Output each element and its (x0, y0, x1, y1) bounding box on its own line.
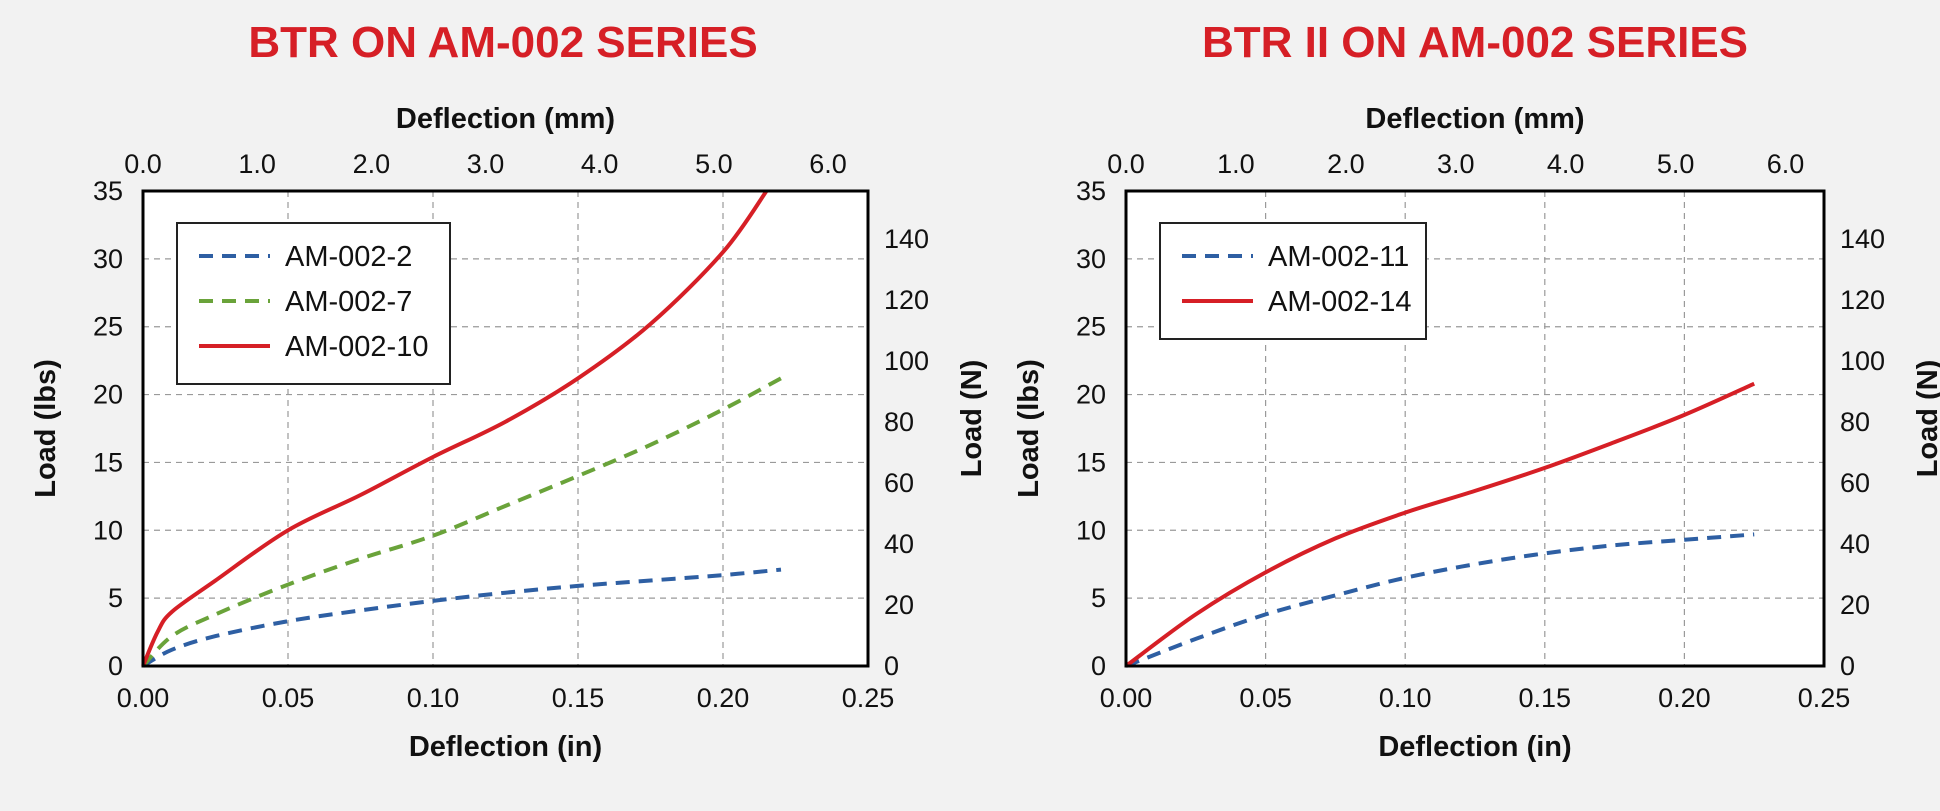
x2-tick-label: 4.0 (1547, 149, 1585, 179)
series-line-am-002-14 (1124, 381, 1756, 668)
x2-tick-label: 5.0 (695, 149, 733, 179)
y2-axis-title: Load (N) (1912, 360, 1940, 478)
legend-label: AM-002-7 (285, 286, 412, 318)
y-tick-label: 5 (108, 583, 123, 613)
y2-tick-label: 80 (1840, 407, 1870, 437)
series-group (141, 189, 782, 668)
y-axis-title: Load (lbs) (30, 359, 62, 498)
series-line-am-002-11 (1125, 532, 1755, 668)
y2-tick-label: 80 (884, 407, 914, 437)
plot-frame (141, 189, 870, 668)
y-tick-label: 0 (1091, 651, 1106, 681)
y2-tick-label: 0 (884, 651, 899, 681)
y-tick-label: 10 (93, 515, 123, 545)
y-tick-label: 15 (93, 447, 123, 477)
legend-label: AM-002-10 (285, 331, 428, 363)
y2-tick-label: 40 (1840, 529, 1870, 559)
y-tick-label: 30 (1076, 244, 1106, 274)
y-tick-label: 25 (1076, 312, 1106, 342)
x2-axis-title: Deflection (mm) (1365, 103, 1584, 135)
x2-tick-label: 3.0 (1437, 149, 1475, 179)
x2-tick-label: 1.0 (1217, 149, 1255, 179)
x-tick-label: 0.25 (842, 683, 895, 713)
x2-tick-label: 4.0 (581, 149, 619, 179)
y-tick-label: 0 (108, 651, 123, 681)
legend-label: AM-002-14 (1268, 286, 1411, 318)
chart-title: BTR ON AM-002 SERIES (248, 18, 757, 67)
plot-frame (1124, 189, 1826, 668)
y2-axis-title: Load (N) (956, 360, 988, 478)
y2-tick-label: 60 (1840, 468, 1870, 498)
y-tick-label: 30 (93, 244, 123, 274)
y2-tick-label: 120 (884, 285, 929, 315)
legend-label: AM-002-11 (1268, 241, 1409, 273)
x-tick-label: 0.25 (1798, 683, 1851, 713)
x-tick-label: 0.10 (1379, 683, 1432, 713)
legend-box (176, 222, 451, 385)
x-tick-label: 0.15 (1519, 683, 1572, 713)
x2-tick-label: 6.0 (809, 149, 847, 179)
y2-tick-label: 140 (1840, 224, 1885, 254)
legend: AM-002-11 AM-002-14 (1159, 222, 1427, 340)
legend-box (1159, 222, 1427, 340)
x-tick-label: 0.20 (697, 683, 750, 713)
series-group (1124, 381, 1756, 668)
y-tick-label: 5 (1091, 583, 1106, 613)
x2-tick-label: 0.0 (1107, 149, 1145, 179)
y-tick-label: 10 (1076, 515, 1106, 545)
x-tick-label: 0.10 (407, 683, 460, 713)
legend: AM-002-2 AM-002-7 AM-002-10 (176, 222, 451, 385)
y2-tick-label: 40 (884, 529, 914, 559)
x-tick-label: 0.05 (1239, 683, 1292, 713)
y2-tick-label: 60 (884, 468, 914, 498)
series-line-am-002-10 (141, 189, 769, 667)
x2-tick-label: 2.0 (1327, 149, 1365, 179)
x-axis-title: Deflection (in) (409, 731, 602, 763)
y-tick-label: 20 (93, 380, 123, 410)
series-line-am-002-7 (141, 376, 782, 668)
y2-tick-label: 140 (884, 224, 929, 254)
y2-tick-label: 120 (1840, 285, 1885, 315)
x-tick-label: 0.15 (552, 683, 605, 713)
x2-tick-label: 0.0 (124, 149, 162, 179)
x2-tick-label: 1.0 (238, 149, 276, 179)
x2-axis-title: Deflection (mm) (396, 103, 615, 135)
y2-tick-label: 20 (1840, 590, 1870, 620)
y2-tick-label: 20 (884, 590, 914, 620)
x2-tick-label: 6.0 (1767, 149, 1805, 179)
x-tick-label: 0.00 (1100, 683, 1153, 713)
chart-title: BTR II ON AM-002 SERIES (1202, 18, 1748, 67)
y-tick-label: 20 (1076, 380, 1106, 410)
y-tick-label: 25 (93, 312, 123, 342)
x2-tick-label: 5.0 (1657, 149, 1695, 179)
y-tick-label: 15 (1076, 447, 1106, 477)
x-tick-label: 0.20 (1658, 683, 1711, 713)
x-axis-title: Deflection (in) (1378, 731, 1571, 763)
x2-tick-label: 3.0 (467, 149, 505, 179)
x-tick-label: 0.00 (117, 683, 170, 713)
y2-tick-label: 100 (1840, 346, 1885, 376)
y-axis-title: Load (lbs) (1013, 359, 1045, 498)
y2-tick-label: 0 (1840, 651, 1855, 681)
y2-tick-label: 100 (884, 346, 929, 376)
y-tick-label: 35 (93, 176, 123, 206)
legend-label: AM-002-2 (285, 241, 412, 273)
x2-tick-label: 2.0 (353, 149, 391, 179)
y-tick-label: 35 (1076, 176, 1106, 206)
x-tick-label: 0.05 (262, 683, 315, 713)
series-line-am-002-2 (141, 567, 782, 668)
